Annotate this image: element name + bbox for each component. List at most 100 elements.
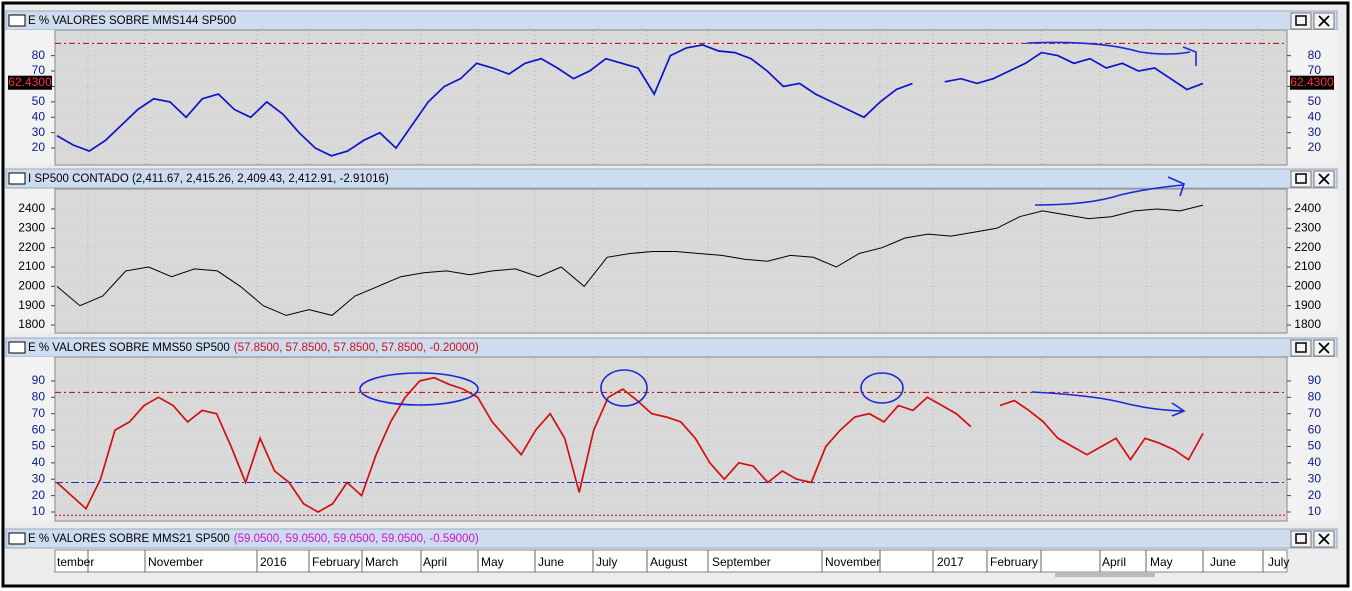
maximize-icon — [1295, 15, 1307, 26]
plot-area — [54, 356, 1288, 522]
plot-area — [54, 29, 1288, 166]
y-tick-label: 2400 — [18, 201, 45, 215]
y-tick-label: 80 — [1308, 48, 1322, 62]
y-tick-label: 1800 — [1294, 317, 1321, 331]
y-tick-label: 2100 — [18, 259, 45, 273]
circle-mark — [359, 372, 479, 406]
y-tick-label: 1800 — [18, 317, 45, 331]
y-tick-label: 2200 — [1294, 240, 1321, 254]
y-tick-label: 40 — [1308, 455, 1322, 469]
y-tick-label: 60 — [1308, 422, 1322, 436]
scrollbar-thumb — [1055, 572, 1155, 577]
y-tick-label: 1900 — [1294, 298, 1321, 312]
left-axis-area — [6, 30, 55, 165]
y-tick-label: 1900 — [18, 298, 45, 312]
maximize-icon — [1295, 533, 1307, 544]
y-tick-label: 10 — [1308, 504, 1322, 518]
circle-mark — [600, 369, 648, 407]
y-tick-label: 2200 — [18, 240, 45, 254]
y-tick-label: 50 — [32, 94, 46, 108]
panel-readout: (59.0500, 59.0500, 59.0500, 59.0500, -0.… — [234, 533, 479, 545]
series-line — [56, 44, 1204, 157]
y-tick-label: 60 — [32, 422, 46, 436]
x-tick-label: tember — [57, 555, 94, 569]
y-tick-label: 2000 — [18, 279, 45, 293]
y-tick-label: 2100 — [1294, 259, 1321, 273]
close-icon — [1318, 173, 1330, 185]
right-axis-area — [1287, 357, 1337, 521]
right-axis-area — [1287, 189, 1337, 333]
panel-icon — [8, 14, 26, 27]
y-tick-label: 40 — [1308, 109, 1322, 123]
title-bar — [5, 168, 1338, 189]
x-tick-label: November — [825, 555, 880, 569]
x-tick-label: February — [990, 555, 1038, 569]
y-tick-label: 70 — [32, 406, 46, 420]
close-icon — [1318, 342, 1330, 354]
annotations — [359, 41, 1197, 417]
x-tick-label: August — [650, 555, 688, 569]
x-tick-label: April — [423, 555, 447, 569]
x-tick-label: July — [596, 555, 617, 569]
last-value-label: 62.4300 — [8, 75, 52, 89]
y-tick-label: 70 — [32, 63, 46, 77]
x-tick-label: June — [538, 555, 564, 569]
y-tick-label: 30 — [32, 125, 46, 139]
y-tick-label: 2300 — [1294, 220, 1321, 234]
y-tick-label: 30 — [1308, 471, 1322, 485]
y-tick-label: 2400 — [1294, 201, 1321, 215]
y-tick-label: 90 — [1308, 373, 1322, 387]
last-value-box — [8, 75, 52, 90]
x-tick-label: June — [1210, 555, 1236, 569]
panel-readout: (57.8500, 57.8500, 57.8500, 57.8500, -0.… — [234, 342, 479, 354]
hand-arrow — [1031, 391, 1186, 417]
panel-title: E % VALORES SOBRE MMS50 SP500 — [28, 342, 230, 354]
y-tick-label: 70 — [1308, 63, 1322, 77]
close-icon — [1318, 533, 1330, 545]
close-icon — [1318, 15, 1330, 27]
y-tick-label: 70 — [1308, 406, 1322, 420]
y-tick-label: 50 — [32, 439, 46, 453]
x-axis — [54, 549, 1288, 573]
left-axis-area — [6, 189, 55, 333]
circle-mark — [860, 372, 904, 404]
hand-arrow — [1026, 41, 1197, 66]
y-tick-label: 50 — [1308, 94, 1322, 108]
title-bar — [5, 528, 1338, 549]
panel-icon — [8, 341, 26, 354]
panel-title: I SP500 CONTADO (2,411.67, 2,415.26, 2,4… — [28, 173, 389, 185]
series-line — [56, 204, 1204, 316]
right-axis-area — [1287, 30, 1337, 165]
y-tick-label: 10 — [32, 504, 46, 518]
x-tick-label: 2016 — [260, 555, 287, 569]
y-tick-label: 40 — [32, 109, 46, 123]
hand-arrow — [1034, 176, 1185, 206]
x-tick-label: May — [481, 555, 504, 569]
panel-title: E % VALORES SOBRE MMS21 SP500 — [28, 533, 230, 545]
last-value-label: 62.4300 — [1290, 75, 1334, 89]
y-tick-label: 90 — [32, 373, 46, 387]
x-tick-label: July — [1268, 555, 1289, 569]
y-tick-label: 2300 — [18, 220, 45, 234]
panel-icon — [8, 172, 26, 185]
x-tick-label: March — [365, 555, 398, 569]
x-tick-label: 2017 — [937, 555, 964, 569]
x-tick-label: February — [312, 555, 360, 569]
x-tick-label: April — [1102, 555, 1126, 569]
y-tick-label: 40 — [32, 455, 46, 469]
y-tick-label: 80 — [1308, 389, 1322, 403]
panel-title: E % VALORES SOBRE MMS144 SP500 — [28, 15, 236, 27]
y-tick-label: 20 — [32, 488, 46, 502]
left-axis-area — [6, 357, 55, 521]
last-value-box — [1290, 75, 1334, 90]
panel-icon — [8, 532, 26, 545]
y-tick-label: 30 — [32, 471, 46, 485]
maximize-icon — [1295, 173, 1307, 184]
x-tick-label: September — [712, 555, 771, 569]
y-tick-label: 20 — [1308, 488, 1322, 502]
plot-area — [54, 188, 1288, 334]
y-tick-label: 80 — [32, 48, 46, 62]
y-tick-label: 20 — [1308, 140, 1322, 154]
x-tick-label: May — [1150, 555, 1173, 569]
